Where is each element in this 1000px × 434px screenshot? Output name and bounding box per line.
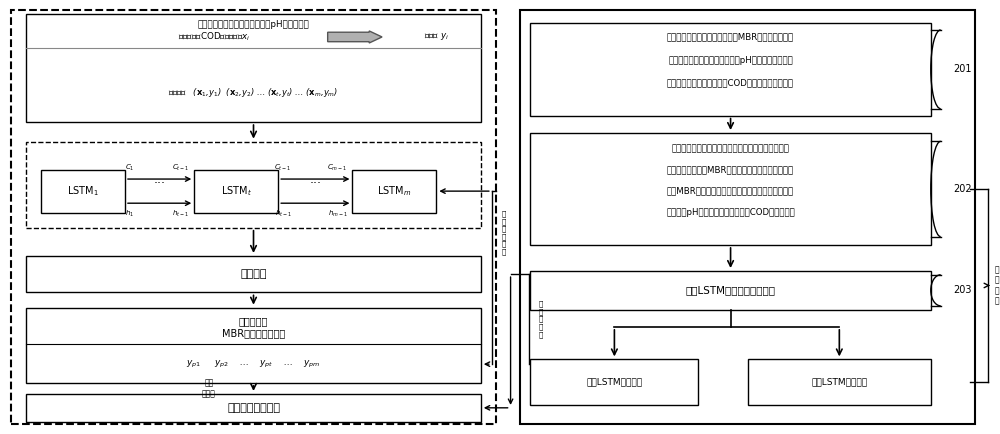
FancyBboxPatch shape — [530, 359, 698, 404]
Text: $h_{t-1}$: $h_{t-1}$ — [275, 209, 292, 219]
Text: （污泥浓度、温度、跨膜压差、pH值、污泥混: （污泥浓度、温度、跨膜压差、pH值、污泥混 — [198, 20, 309, 29]
FancyBboxPatch shape — [26, 141, 481, 228]
FancyBboxPatch shape — [520, 10, 975, 424]
FancyBboxPatch shape — [748, 359, 931, 404]
Text: 合液浓度、COD污泥负荷）$x_i$: 合液浓度、COD污泥负荷）$x_i$ — [178, 31, 250, 43]
Text: LSTM$_t$: LSTM$_t$ — [221, 184, 252, 198]
Text: 预测
膜通量: 预测 膜通量 — [202, 379, 216, 398]
FancyBboxPatch shape — [11, 10, 496, 424]
FancyBboxPatch shape — [352, 170, 436, 213]
Text: 训练LSTM网络模型: 训练LSTM网络模型 — [586, 378, 642, 386]
FancyBboxPatch shape — [26, 308, 481, 383]
FancyBboxPatch shape — [26, 256, 481, 293]
Text: $C_{t-1}$: $C_{t-1}$ — [274, 163, 292, 173]
Text: $y_{p1}$     $y_{p2}$    …    $y_{pt}$    …    $y_{pm}$: $y_{p1}$ $y_{p2}$ … $y_{pt}$ … $y_{pm}$ — [186, 358, 321, 370]
Text: 模型误差函数计算: 模型误差函数计算 — [227, 403, 280, 413]
Text: 膜压差、pH值、污泥混合液浓度、COD污泥负荷）: 膜压差、pH值、污泥混合液浓度、COD污泥负荷） — [666, 208, 795, 217]
Text: $C_1$: $C_1$ — [125, 163, 135, 173]
Text: 建立LSTM循环神经网络模型: 建立LSTM循环神经网络模型 — [686, 285, 776, 295]
FancyBboxPatch shape — [530, 23, 931, 116]
Text: 202: 202 — [953, 184, 972, 194]
FancyBboxPatch shape — [194, 170, 278, 213]
Text: 到与MBR膜通量相关的主成分（污泥浓度、温度、跨: 到与MBR膜通量相关的主成分（污泥浓度、温度、跨 — [667, 187, 794, 196]
Text: ...: ... — [154, 173, 166, 186]
Text: 实
际
膜
通
量: 实 际 膜 通 量 — [539, 301, 543, 338]
Text: $h_1$: $h_1$ — [125, 209, 134, 219]
Text: LSTM$_m$: LSTM$_m$ — [377, 184, 412, 198]
Text: $h_{t-1}$: $h_{t-1}$ — [172, 209, 189, 219]
Text: 全连接层: 全连接层 — [240, 269, 267, 279]
FancyBboxPatch shape — [530, 271, 931, 310]
Text: 训练数据集: 训练数据集 — [239, 316, 268, 326]
Text: 203: 203 — [953, 285, 972, 295]
Text: $C_{m-1}$: $C_{m-1}$ — [327, 163, 347, 173]
Text: 膜通量 $y_i$: 膜通量 $y_i$ — [424, 31, 449, 43]
FancyBboxPatch shape — [530, 133, 931, 245]
Text: 获取训练样本，所述训练样本为MBR膜污染影响参数: 获取训练样本，所述训练样本为MBR膜污染影响参数 — [667, 33, 794, 41]
Text: （污泥浓度、温度、跨膜压差、pH值、污泥混合液浓: （污泥浓度、温度、跨膜压差、pH值、污泥混合液浓 — [668, 56, 793, 65]
Text: MBR膜通量预测结果: MBR膜通量预测结果 — [222, 328, 285, 338]
Text: 建立LSTM网络结构: 建立LSTM网络结构 — [811, 378, 867, 386]
FancyBboxPatch shape — [26, 394, 481, 422]
Text: 所述训练样本中的MBR膜污染影响因素进行处理，得: 所述训练样本中的MBR膜污染影响因素进行处理，得 — [667, 165, 794, 174]
Text: 201: 201 — [953, 64, 972, 74]
FancyArrow shape — [328, 31, 382, 43]
Text: $h_{m-1}$: $h_{m-1}$ — [328, 209, 347, 219]
FancyBboxPatch shape — [41, 170, 125, 213]
Text: 训
练
过
程: 训 练 过 程 — [995, 265, 1000, 306]
Text: LSTM$_1$: LSTM$_1$ — [67, 184, 99, 198]
Text: ...: ... — [309, 173, 321, 186]
Text: 度、曝气强度、颗粒粒度、COD污泥负荷）和膜通量: 度、曝气强度、颗粒粒度、COD污泥负荷）和膜通量 — [667, 79, 794, 88]
Text: 训练样本输入特征参数优化，采用主成分分析算法对: 训练样本输入特征参数优化，采用主成分分析算法对 — [672, 144, 790, 153]
Text: 时间序列   ($\mathbf{x}_1$,$y_1$)  ($\mathbf{x}_2$,$y_2$) … ($\mathbf{x}_t$,$y_t$) …: 时间序列 ($\mathbf{x}_1$,$y_1$) ($\mathbf{x}… — [168, 86, 339, 99]
FancyBboxPatch shape — [26, 14, 481, 122]
Text: 修
改
模
型
参
数: 修 改 模 型 参 数 — [501, 210, 506, 255]
Text: $C_{t-1}$: $C_{t-1}$ — [172, 163, 189, 173]
